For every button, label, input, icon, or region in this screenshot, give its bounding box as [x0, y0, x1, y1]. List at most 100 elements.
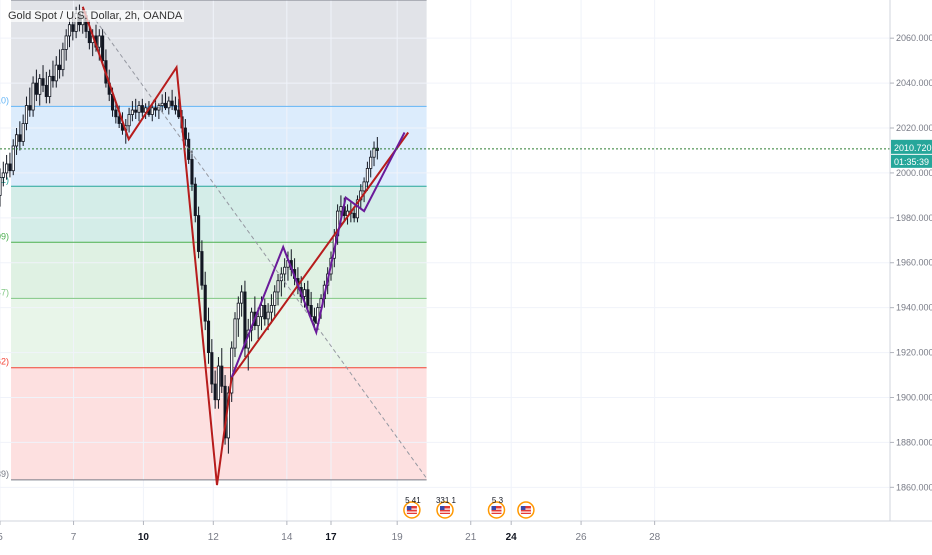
- candle-body-down: [58, 64, 62, 71]
- candle-body-up: [127, 114, 131, 127]
- candle: [150, 103, 154, 122]
- candle-body-down: [163, 102, 168, 109]
- candle-body-up: [269, 305, 273, 313]
- candle-body-down: [220, 365, 224, 387]
- flag-canton-icon: [491, 506, 496, 510]
- flag-stripes-icon: [491, 506, 502, 514]
- candle-body-down: [117, 116, 121, 124]
- candle-body-up: [273, 291, 277, 306]
- candle-body-down: [154, 107, 158, 111]
- candle-body-up: [266, 311, 270, 320]
- candle-body-up: [31, 82, 35, 111]
- harmonic-pattern-red: [81, 6, 410, 486]
- flag-stripe: [491, 511, 502, 513]
- candle: [233, 312, 237, 358]
- last-price-label: 2010.720: [894, 143, 932, 153]
- candle-body-up: [48, 75, 52, 97]
- candle: [306, 280, 310, 313]
- candle-body-up: [339, 206, 343, 212]
- candle: [51, 60, 55, 88]
- candle-body-down: [193, 183, 197, 216]
- candle: [273, 285, 277, 317]
- candle-body-down: [197, 215, 201, 252]
- us-flag-event-icon[interactable]: 5 3: [487, 496, 506, 519]
- candle-body-down: [177, 109, 181, 118]
- candle-body-up: [355, 199, 360, 219]
- candle-body-up: [259, 305, 264, 318]
- candle: [269, 294, 273, 324]
- candle-body-down: [101, 35, 105, 62]
- time-tick-label: 24: [506, 532, 518, 543]
- fib-label: 0.618(1994.071): [0, 175, 9, 185]
- candle: [369, 150, 373, 178]
- candle-body-up: [283, 266, 287, 275]
- bar-countdown-box: [891, 154, 932, 168]
- candle-body-up: [38, 78, 42, 95]
- candle: [8, 152, 12, 178]
- candle-body-down: [140, 105, 144, 113]
- candle-body-down: [183, 127, 187, 140]
- us-flag-event-icon[interactable]: 5 41: [403, 496, 421, 519]
- candle: [58, 49, 62, 79]
- candle: [213, 370, 217, 409]
- time-tick-label: 12: [208, 532, 220, 543]
- candle-body-up: [276, 280, 280, 293]
- candle: [34, 69, 38, 102]
- candle-body-down: [51, 75, 55, 82]
- candle-body-up: [216, 365, 221, 401]
- candle-body-up: [230, 347, 234, 394]
- us-flag-event-icon[interactable]: 331 1: [436, 496, 457, 519]
- candle: [18, 121, 22, 151]
- candle-body-down: [203, 284, 207, 322]
- price-tick-label: 2000.000: [896, 168, 932, 178]
- price-tick-label: 2020.000: [896, 123, 932, 133]
- flag-canton-icon: [406, 506, 412, 510]
- candle: [200, 240, 204, 290]
- candle: [137, 101, 141, 122]
- candle-body-down: [134, 109, 138, 113]
- candle-body-up: [14, 134, 19, 147]
- candle-body-down: [206, 320, 211, 353]
- candle-body-up: [11, 145, 15, 172]
- candle: [130, 101, 134, 122]
- candle-body-down: [44, 84, 48, 97]
- candle: [220, 348, 224, 393]
- candle: [276, 273, 280, 306]
- fib-zones: [11, 0, 427, 480]
- candle: [5, 154, 9, 180]
- candle-body-up: [150, 107, 154, 115]
- candle-body-up: [167, 100, 171, 109]
- candle: [183, 119, 187, 146]
- candle-body-down: [243, 291, 247, 349]
- candle: [31, 76, 35, 117]
- fib-label: 0(1863.339): [0, 469, 9, 479]
- flag-stripes-icon: [520, 506, 531, 514]
- candle-body-up: [372, 147, 376, 158]
- candle-body-up: [137, 105, 141, 113]
- harmonic-pattern-purple: [230, 132, 406, 378]
- candle: [163, 92, 168, 111]
- candle: [64, 29, 68, 61]
- candle-body-down: [8, 163, 12, 172]
- candle-body-down: [71, 24, 75, 32]
- candle-body-up: [240, 291, 244, 304]
- candle-body-down: [263, 305, 267, 320]
- flag-stripe: [491, 508, 502, 510]
- candle-body-down: [210, 352, 214, 385]
- fib-level-lines: 0.618(1994.071) 0.5(1969.109) 0.382(1944.1…: [0, 0, 427, 481]
- candle-body-down: [34, 82, 38, 95]
- time-tick-label: 14: [281, 532, 293, 543]
- candle-body-up: [236, 302, 240, 320]
- candle: [48, 69, 52, 104]
- candle-body-down: [18, 134, 22, 142]
- time-tick-label: 5: [0, 532, 3, 543]
- time-tick-label: 17: [325, 532, 337, 543]
- candle: [1, 161, 5, 187]
- candle: [240, 285, 244, 317]
- candle: [197, 206, 201, 259]
- flag-stripe: [406, 511, 417, 513]
- us-flag-event-icon[interactable]: [517, 501, 535, 519]
- last-price-box: [891, 139, 932, 154]
